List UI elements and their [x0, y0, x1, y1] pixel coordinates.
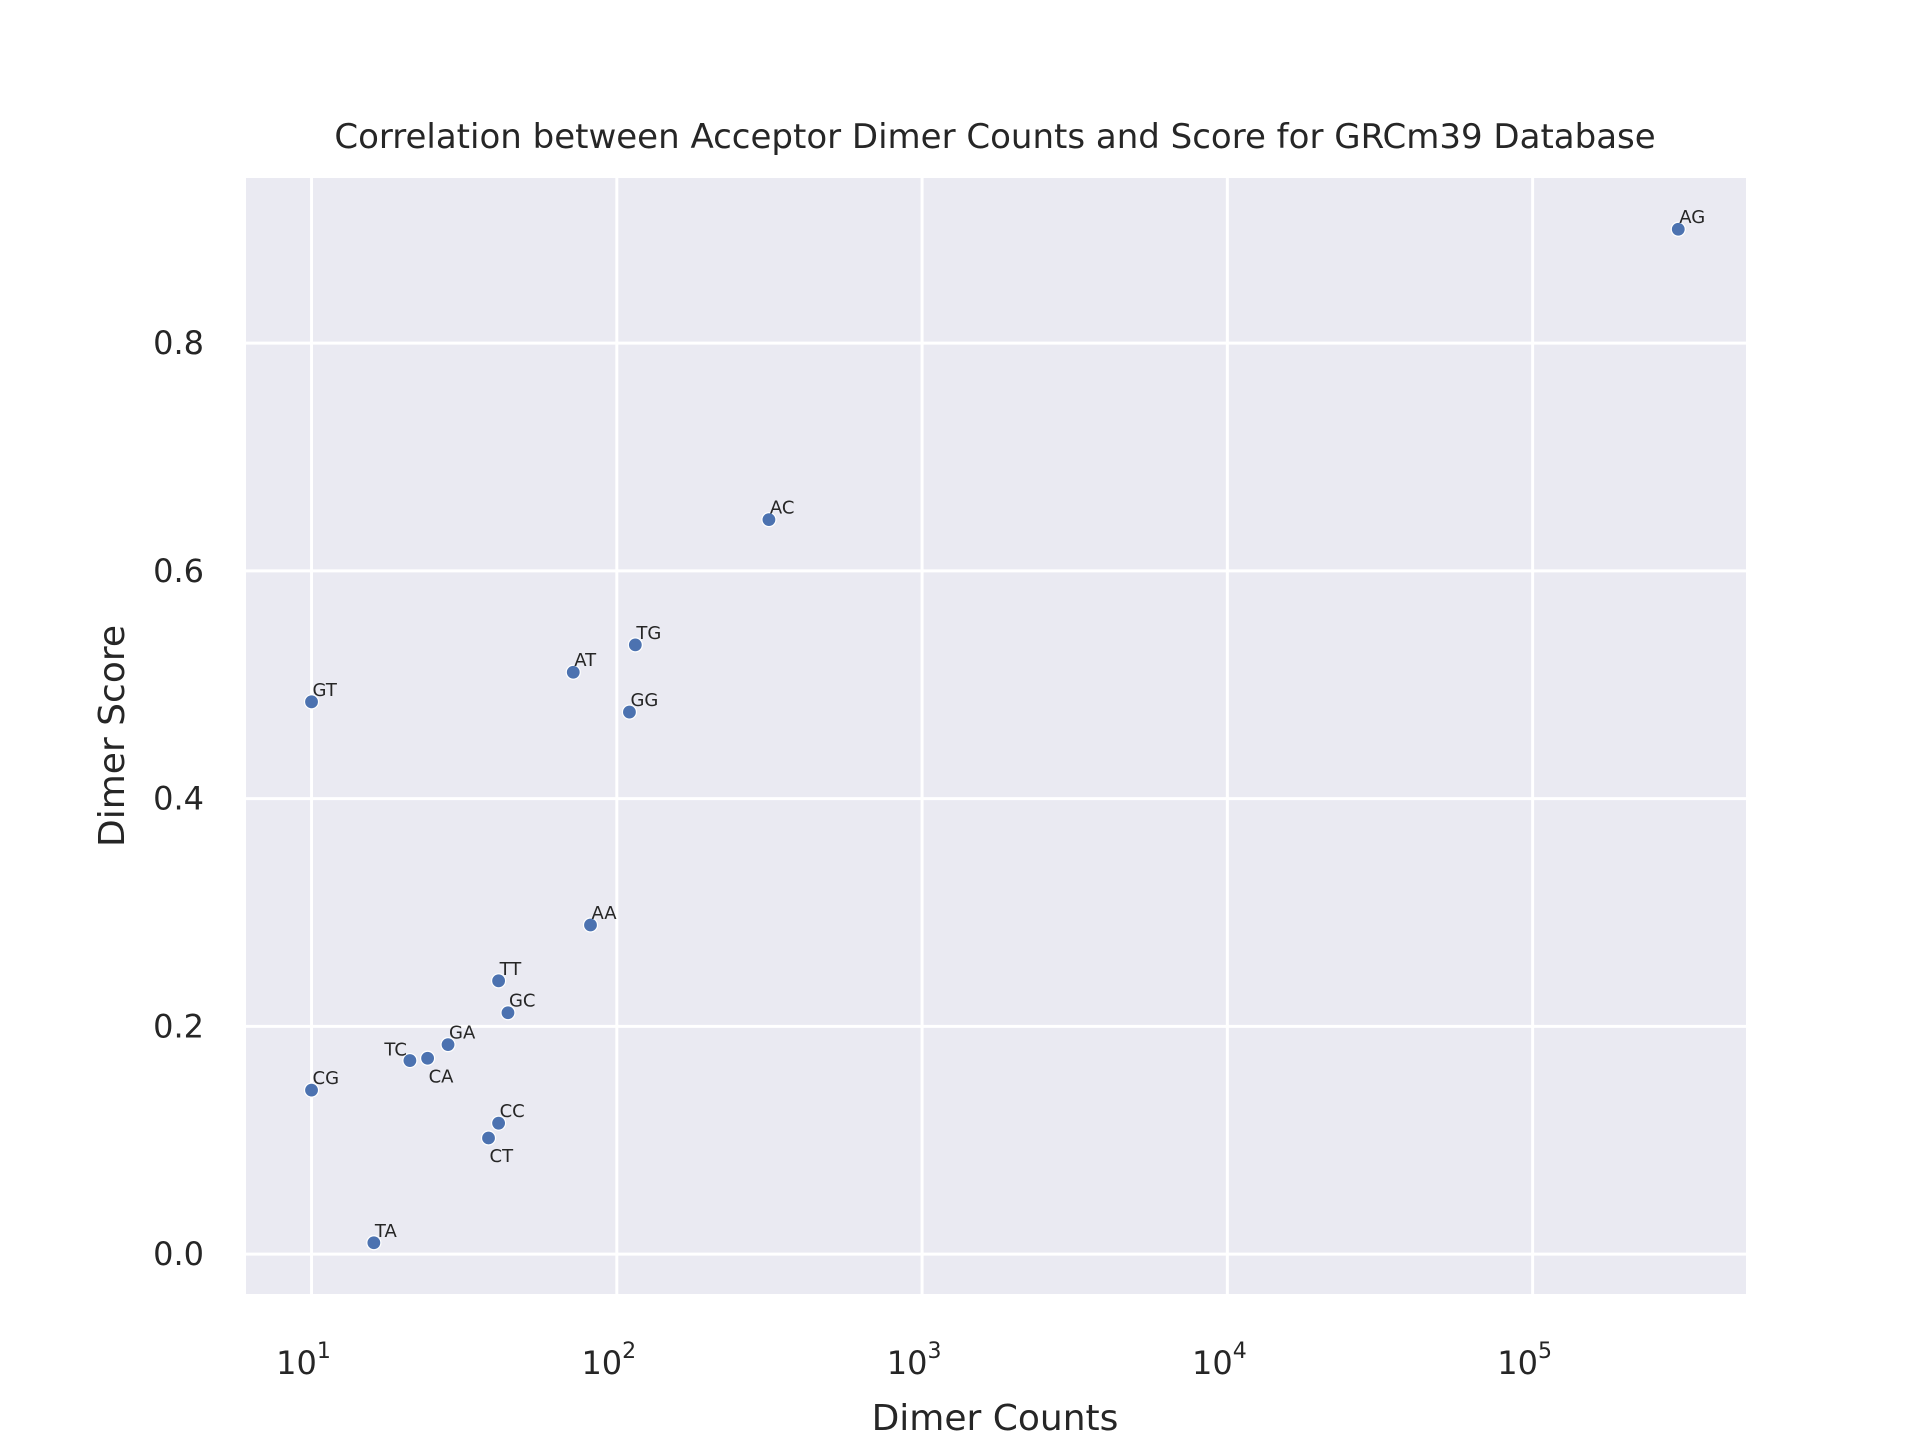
data-point-tt: [490, 973, 507, 989]
data-point-gg: [621, 704, 638, 720]
data-point-ct: [480, 1130, 497, 1146]
y-axis-label: Dimer Score: [92, 625, 133, 847]
x-tick-base: 10: [276, 1344, 317, 1382]
point-label-ag: AG: [1679, 207, 1705, 228]
data-point-tc: [402, 1052, 418, 1069]
x-tick-exponent: 4: [1233, 1339, 1247, 1364]
x-tick-label: 101: [276, 1339, 331, 1382]
data-point-ac: [761, 512, 777, 528]
point-label-ac: AC: [770, 498, 795, 519]
y-tick-label: 0.4: [153, 780, 204, 818]
data-point-gt: [303, 694, 320, 710]
data-point-ca: [420, 1050, 436, 1066]
point-label-aa: AA: [591, 903, 617, 924]
point-label-tc: TC: [383, 1040, 407, 1061]
data-points: AG AC TG AT GT GG AA TT GC GA CA TC CG CC CT TA: [303, 207, 1705, 1251]
data-point-tg: [627, 637, 643, 653]
y-tick-label: 0.8: [153, 324, 204, 362]
data-point-at: [565, 664, 581, 680]
x-tick-label: 105: [1497, 1339, 1552, 1382]
y-tick-label: 0.0: [153, 1235, 204, 1273]
point-label-ta: TA: [374, 1221, 398, 1242]
x-axis-label: Dimer Counts: [872, 1398, 1119, 1439]
plot-area: [246, 178, 1746, 1294]
y-tick-label: 0.6: [153, 552, 204, 590]
point-label-cc: CC: [500, 1101, 525, 1122]
data-point-gc: [500, 1005, 516, 1021]
data-point-ga: [440, 1037, 456, 1053]
x-tick-base: 10: [581, 1344, 622, 1382]
point-label-ca: CA: [429, 1066, 455, 1087]
point-label-tt: TT: [499, 959, 523, 980]
point-label-ga: GA: [449, 1023, 476, 1044]
point-label-tg: TG: [635, 623, 661, 644]
point-label-gt: GT: [313, 680, 338, 701]
x-tick-exponent: 2: [622, 1339, 636, 1364]
x-tick-exponent: 5: [1538, 1339, 1552, 1364]
data-point-ta: [366, 1235, 382, 1251]
x-tick-label: 102: [581, 1339, 636, 1382]
point-label-at: AT: [574, 650, 597, 671]
point-label-cg: CG: [313, 1068, 340, 1089]
data-point-aa: [582, 917, 599, 933]
y-tick-label: 0.2: [153, 1007, 204, 1045]
data-point-ag: [1670, 221, 1686, 237]
x-tick-exponent: 3: [927, 1339, 941, 1364]
x-tick-label: 104: [1192, 1339, 1247, 1382]
chart-title: Correlation between Acceptor Dimer Count…: [334, 117, 1655, 157]
point-label-ct: CT: [490, 1146, 515, 1167]
x-tick-base: 10: [1497, 1344, 1538, 1382]
x-tick-label: 103: [887, 1339, 942, 1382]
data-point-cc: [490, 1115, 507, 1131]
grid-lines: [246, 178, 1746, 1294]
x-tick-base: 10: [1192, 1344, 1233, 1382]
data-point-cg: [303, 1082, 320, 1098]
point-label-gc: GC: [509, 991, 536, 1012]
point-label-gg: GG: [630, 690, 658, 711]
x-tick-base: 10: [887, 1344, 928, 1382]
x-tick-exponent: 1: [317, 1339, 331, 1364]
